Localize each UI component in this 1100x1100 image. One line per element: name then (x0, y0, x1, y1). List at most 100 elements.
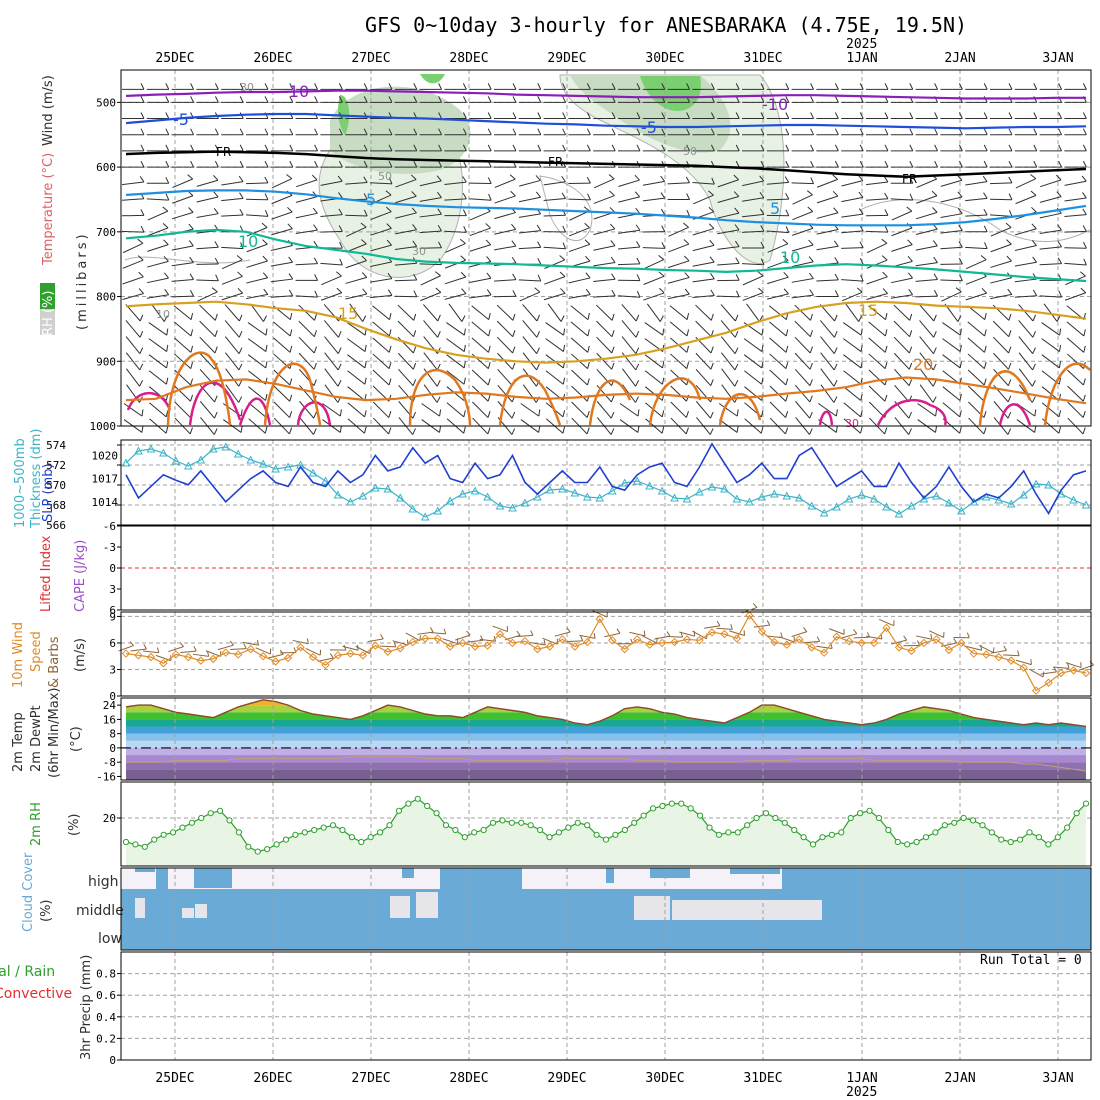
barb-staff (596, 401, 612, 419)
barb-flag (884, 225, 889, 233)
wind-barb (270, 273, 294, 283)
barb-staff (423, 352, 438, 371)
barb-flag (1031, 240, 1037, 246)
barb-staff (794, 336, 811, 354)
wind-barb (667, 288, 690, 300)
barb-staff (171, 295, 194, 298)
wind-barb (171, 160, 195, 168)
barb-staff (494, 178, 516, 188)
barb-flag (511, 428, 516, 435)
wind-barb (370, 239, 392, 252)
barb-flag (734, 240, 740, 247)
wind-barb (617, 274, 641, 282)
barb-flag (685, 176, 691, 183)
barb-flag (463, 426, 466, 434)
data-point (235, 829, 243, 836)
barb-staff (298, 320, 315, 338)
wind-barb (522, 304, 541, 322)
barb-flag (686, 209, 691, 217)
wind-barb (667, 272, 690, 284)
wind-barb (370, 160, 393, 168)
barb-flag (363, 96, 368, 103)
barb-flag (882, 271, 888, 278)
barb-flag (162, 222, 169, 229)
wind-barb (543, 144, 567, 152)
barb-flag (809, 379, 813, 386)
wind-barb (446, 354, 466, 369)
wind-barb (791, 272, 814, 283)
barb-flag (413, 96, 418, 103)
barb-staff (717, 262, 740, 266)
wind-barb (494, 174, 516, 188)
barb-staff (446, 354, 465, 369)
barb-flag (760, 241, 765, 249)
wind-barb (245, 193, 269, 201)
barb-flag (289, 312, 293, 320)
barb-flag (809, 330, 813, 337)
date-label: 27DEC (351, 51, 390, 66)
barb-staff (246, 277, 268, 284)
barb-flag (586, 96, 591, 103)
wind-barb (569, 222, 590, 237)
wind-barb (670, 401, 689, 418)
data-point (386, 822, 393, 829)
barb-staff (221, 275, 243, 285)
wind-barb (122, 112, 145, 119)
barb-flag (263, 315, 268, 322)
wind-barb (493, 290, 517, 298)
barb-flag (610, 240, 616, 247)
barb-flag (785, 192, 790, 200)
surface-wind-barb (329, 644, 347, 651)
barb-flag (140, 128, 145, 135)
barb-flag (1058, 83, 1063, 90)
barb-flag (412, 362, 417, 370)
barb-staff (543, 292, 566, 301)
wind-barb (246, 160, 269, 168)
wind-barb (792, 190, 813, 205)
barb-flag (661, 242, 666, 249)
tick-label: 3 (109, 663, 116, 676)
wind-barb (667, 144, 691, 152)
wind-barb (642, 192, 666, 202)
wind-barb (816, 273, 839, 282)
barb-flag (1058, 426, 1062, 434)
barb-flag (833, 347, 838, 354)
wind-barb (519, 287, 541, 302)
barb-staff (816, 178, 838, 188)
barb-flag (853, 629, 858, 635)
barb-staff (940, 279, 963, 282)
barb-staff (568, 294, 591, 299)
barb-flag (860, 274, 864, 282)
barb-flag (611, 83, 616, 90)
wind-barb (518, 241, 542, 250)
barb-staff (819, 304, 835, 322)
barb-staff (942, 338, 961, 352)
ylabel-wind-1: 10m Wind (11, 622, 26, 688)
barb-staff (469, 277, 492, 283)
barb-flag (279, 649, 284, 655)
data-point (1035, 834, 1043, 841)
barb-flag (536, 224, 542, 231)
barb-flag (487, 128, 492, 135)
barb-flag (1008, 83, 1013, 90)
barb-staff (469, 227, 491, 237)
barb-flag (958, 83, 963, 90)
barb-flag (461, 288, 467, 294)
barb-flag (486, 272, 492, 279)
data-point (445, 496, 455, 505)
wind-barb (394, 160, 418, 168)
wind-barb (1015, 174, 1037, 189)
barb-flag (438, 144, 443, 152)
barb-staff (893, 320, 910, 338)
wind-barb (965, 144, 988, 152)
barb-staff (940, 246, 963, 250)
barb-staff (942, 402, 961, 418)
wind-barb (1043, 303, 1061, 322)
wind-barb (196, 274, 219, 282)
wind-barb (122, 176, 145, 186)
barb-staff (217, 644, 234, 651)
barb-flag (435, 287, 442, 293)
wind-barb (469, 112, 492, 119)
barb-flag (834, 83, 839, 90)
barb-staff (1064, 262, 1087, 266)
